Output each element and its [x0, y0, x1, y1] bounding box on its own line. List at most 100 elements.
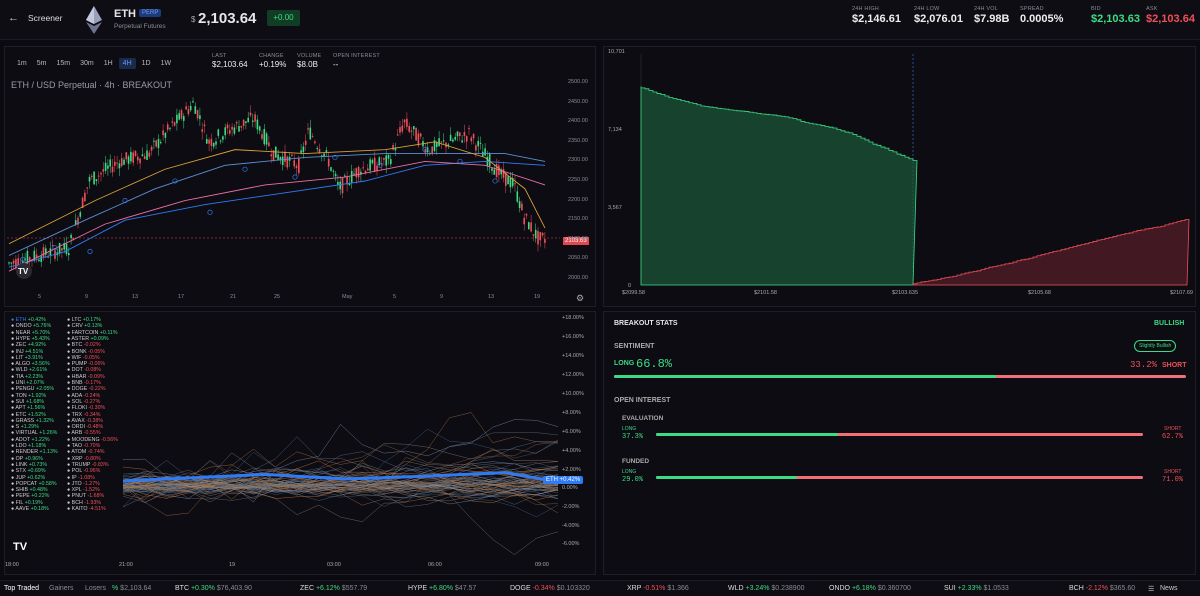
- legend-item[interactable]: ● TON +1.92%: [11, 393, 46, 399]
- legend-item[interactable]: ● ZEC +4.92%: [11, 342, 46, 348]
- ticker-item[interactable]: ONDO +6.18% $0.360700: [829, 585, 911, 592]
- legend-item[interactable]: ● MOODENG -0.56%: [67, 437, 118, 443]
- legend-item[interactable]: ● ADA -0.24%: [67, 393, 100, 399]
- legend-item[interactable]: ● IP -1.08%: [67, 475, 95, 481]
- legend-item[interactable]: ● PEPE +0.22%: [11, 493, 49, 499]
- legend-item[interactable]: ● LIT +3.91%: [11, 355, 43, 361]
- legend-item[interactable]: ● CRV +0.13%: [67, 323, 102, 329]
- legend-item[interactable]: ● ATOM -0.74%: [67, 449, 104, 455]
- legend-item[interactable]: ● BTC -0.02%: [67, 342, 101, 348]
- screener-link[interactable]: Screener: [28, 13, 63, 23]
- legend-item[interactable]: ● PNUT -1.68%: [67, 493, 104, 499]
- legend-item[interactable]: ● ETC +1.52%: [11, 412, 46, 418]
- depth-chart-svg[interactable]: [604, 47, 1197, 308]
- legend-item[interactable]: ● TRUMP -0.83%: [67, 462, 109, 468]
- tf-1m[interactable]: 1m: [17, 60, 27, 67]
- legend-item[interactable]: ● STX +0.69%: [11, 468, 46, 474]
- legend-item[interactable]: ● WIF -0.05%: [67, 355, 100, 361]
- ticker-item[interactable]: % $2,103.64: [112, 585, 151, 592]
- legend-item[interactable]: ● TIA +2.23%: [11, 374, 43, 380]
- news-link[interactable]: News: [1160, 585, 1178, 592]
- ticker-item[interactable]: DOGE -0.34% $0.103320: [510, 585, 590, 592]
- legend-item[interactable]: ● FLOKI -0.30%: [67, 405, 105, 411]
- legend-item[interactable]: ● ADOT +1.22%: [11, 437, 50, 443]
- price-candles-svg[interactable]: [5, 47, 597, 308]
- candle-body: [383, 158, 385, 160]
- legend-symbol: INJ: [15, 348, 26, 355]
- legend-item[interactable]: ● POL -0.96%: [67, 468, 100, 474]
- legend-item[interactable]: ● ONDO +5.76%: [11, 323, 51, 329]
- news-icon[interactable]: ☰: [1148, 586, 1155, 593]
- tf-15m[interactable]: 15m: [56, 60, 71, 67]
- legend-item[interactable]: ● DOT -0.08%: [67, 367, 101, 373]
- legend-item[interactable]: ● TRX -0.34%: [67, 412, 100, 418]
- candle-body: [470, 137, 473, 142]
- legend-item[interactable]: ● KAITO -4.51%: [67, 506, 106, 512]
- tf-4h[interactable]: 4H: [118, 58, 136, 69]
- legend-item[interactable]: ● VIRTUAL +1.26%: [11, 430, 57, 436]
- legend-item[interactable]: ● ALGO +3.56%: [11, 361, 50, 367]
- tf-5m[interactable]: 5m: [36, 60, 47, 67]
- ticker-item[interactable]: BTC +0.30% $76,403.90: [175, 585, 252, 592]
- tf-30m[interactable]: 30m: [80, 60, 94, 67]
- asset-perf-line: [122, 473, 559, 490]
- legend-change: -0.05%: [82, 354, 100, 361]
- ticker-item[interactable]: XRP -0.51% $1.366: [627, 585, 689, 592]
- legend-item[interactable]: ● LTC +0.17%: [67, 317, 101, 323]
- tab-losers[interactable]: Losers: [85, 585, 107, 592]
- ticker-item[interactable]: SUI +2.33% $1.0533: [944, 585, 1009, 592]
- legend-item[interactable]: ● ORDI -0.48%: [67, 424, 103, 430]
- candle-body: [341, 177, 344, 194]
- legend-item[interactable]: ● ASTER +0.09%: [67, 336, 109, 342]
- legend-item[interactable]: ● BCH -1.93%: [67, 500, 101, 506]
- legend-item[interactable]: ● FARTCOIN +0.11%: [67, 330, 118, 336]
- legend-item[interactable]: ● LINK +0.73%: [11, 462, 47, 468]
- legend-item[interactable]: ● ARB -0.55%: [67, 430, 101, 436]
- legend-item[interactable]: ● POPCAT +0.58%: [11, 481, 57, 487]
- tab-top-traded[interactable]: Top Traded: [4, 585, 40, 592]
- legend-item[interactable]: ● ETH +0.42%: [11, 317, 46, 323]
- performance-lines-svg[interactable]: [5, 312, 597, 576]
- legend-item[interactable]: ● APT +1.56%: [11, 405, 45, 411]
- legend-item[interactable]: ● INJ +4.51%: [11, 349, 43, 355]
- legend-item[interactable]: ● FIL +0.19%: [11, 500, 43, 506]
- legend-item[interactable]: ● NEAR +5.70%: [11, 330, 50, 336]
- legend-item[interactable]: ● WLD +2.61%: [11, 367, 47, 373]
- legend-item[interactable]: ● DOGE -0.22%: [67, 386, 106, 392]
- legend-item[interactable]: ● HBAR -0.09%: [67, 374, 105, 380]
- candle-body: [456, 131, 459, 137]
- ticker-item[interactable]: HYPE +6.80% $47.57: [408, 585, 476, 592]
- legend-item[interactable]: ● SOL -0.27%: [67, 399, 100, 405]
- tf-1d[interactable]: 1D: [141, 60, 151, 67]
- legend-item[interactable]: ● SUI +1.68%: [11, 399, 44, 405]
- legend-item[interactable]: ● RENDER +1.13%: [11, 449, 58, 455]
- ticker-item[interactable]: BCH -2.12% $365.60: [1069, 585, 1135, 592]
- legend-item[interactable]: ● XPL -1.52%: [67, 487, 100, 493]
- legend-item[interactable]: ● AVAX -0.38%: [67, 418, 103, 424]
- ticker-item[interactable]: ZEC +6.12% $557.79: [300, 585, 367, 592]
- legend-item[interactable]: ● JTO -1.27%: [67, 481, 100, 487]
- legend-item[interactable]: ● PUMP -0.06%: [67, 361, 105, 367]
- legend-item[interactable]: ● TAO -0.70%: [67, 443, 100, 449]
- chart-settings-gear-icon[interactable]: ⚙: [576, 293, 585, 303]
- legend-item[interactable]: ● SHIB +0.48%: [11, 487, 48, 493]
- tab-gainers[interactable]: Gainers: [49, 585, 74, 592]
- ma-slow-line: [8, 160, 546, 268]
- legend-change: +0.69%: [27, 468, 46, 475]
- legend-item[interactable]: ● JUP +0.62%: [11, 475, 45, 481]
- legend-item[interactable]: ● GRASS +1.32%: [11, 418, 54, 424]
- tf-1h[interactable]: 1H: [103, 60, 113, 67]
- legend-item[interactable]: ● AAVE +0.18%: [11, 506, 49, 512]
- back-arrow-icon[interactable]: ←: [8, 12, 19, 24]
- legend-item[interactable]: ● HYPE +5.43%: [11, 336, 50, 342]
- legend-item[interactable]: ● BNB -0.17%: [67, 380, 101, 386]
- legend-item[interactable]: ● XRP -0.80%: [67, 456, 101, 462]
- legend-item[interactable]: ● S +1.29%: [11, 424, 39, 430]
- legend-item[interactable]: ● BONK -0.05%: [67, 349, 105, 355]
- legend-item[interactable]: ● LDO +1.18%: [11, 443, 46, 449]
- legend-item[interactable]: ● PENGU +2.05%: [11, 386, 54, 392]
- legend-item[interactable]: ● UNI +2.07%: [11, 380, 44, 386]
- legend-item[interactable]: ● OP +0.96%: [11, 456, 43, 462]
- ticker-item[interactable]: WLD +3.24% $0.238900: [728, 585, 804, 592]
- tf-1w[interactable]: 1W: [160, 60, 172, 67]
